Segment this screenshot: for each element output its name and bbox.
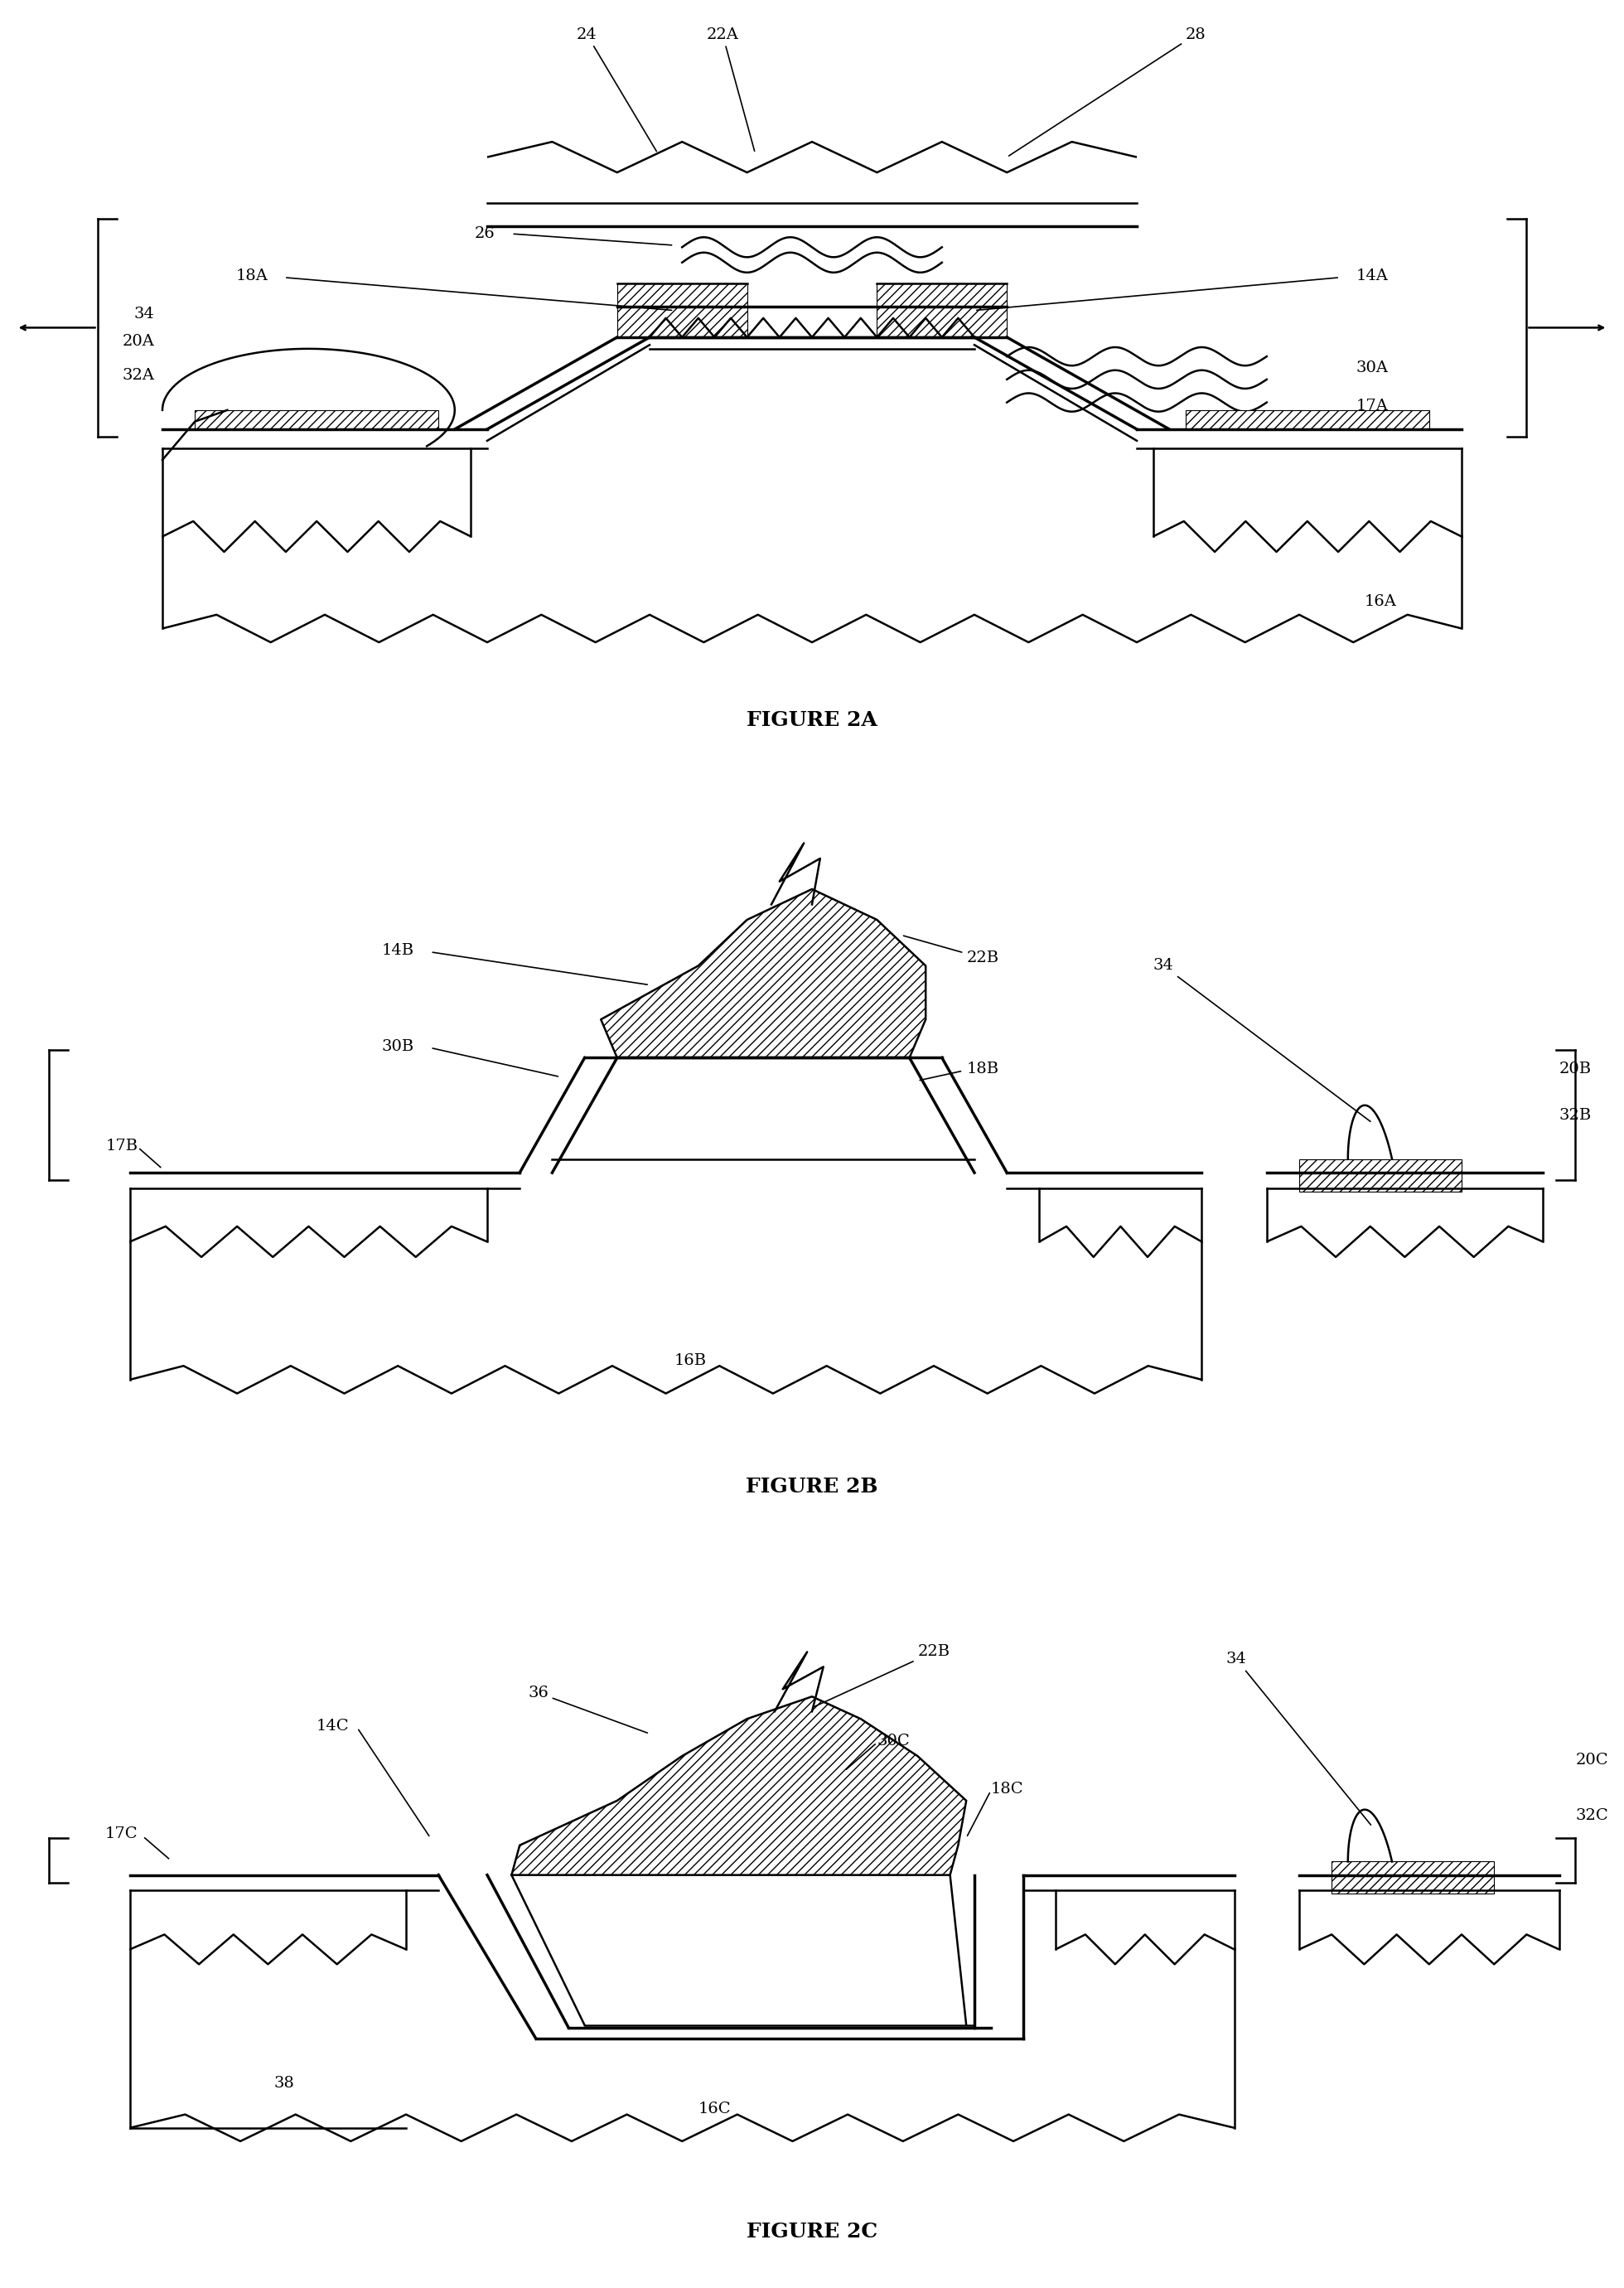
Text: 17C: 17C xyxy=(106,1826,138,1842)
Polygon shape xyxy=(1186,410,1429,430)
Text: 28: 28 xyxy=(1009,27,1207,156)
Text: FIGURE 2C: FIGURE 2C xyxy=(747,2222,877,2242)
Text: 34: 34 xyxy=(133,307,154,323)
Polygon shape xyxy=(195,410,438,430)
Text: 24: 24 xyxy=(577,27,656,151)
Text: 14A: 14A xyxy=(1356,268,1389,284)
Polygon shape xyxy=(512,1698,966,1876)
Text: 34: 34 xyxy=(1226,1652,1371,1826)
Text: 16A: 16A xyxy=(1364,595,1397,609)
Text: 16B: 16B xyxy=(674,1352,706,1368)
Text: 30A: 30A xyxy=(1356,362,1389,375)
Polygon shape xyxy=(617,284,747,336)
Text: 32B: 32B xyxy=(1559,1107,1592,1123)
Text: 36: 36 xyxy=(528,1686,648,1732)
Text: 17B: 17B xyxy=(106,1139,138,1153)
Text: 34: 34 xyxy=(1153,959,1371,1121)
Text: 30B: 30B xyxy=(382,1039,414,1055)
Polygon shape xyxy=(1299,1160,1462,1192)
Text: 16C: 16C xyxy=(698,2103,731,2116)
Text: 18C: 18C xyxy=(991,1782,1023,1796)
Text: 22B: 22B xyxy=(903,936,999,966)
Text: 20A: 20A xyxy=(122,334,154,348)
Text: 30C: 30C xyxy=(877,1734,909,1748)
Text: 18A: 18A xyxy=(235,268,268,284)
Text: 26: 26 xyxy=(474,227,495,240)
Text: FIGURE 2A: FIGURE 2A xyxy=(747,712,877,730)
Polygon shape xyxy=(1332,1862,1494,1894)
Text: 20B: 20B xyxy=(1559,1062,1592,1078)
Text: 20C: 20C xyxy=(1575,1753,1608,1766)
Text: FIGURE 2B: FIGURE 2B xyxy=(745,1478,879,1496)
Text: 22B: 22B xyxy=(814,1645,950,1707)
Text: 22A: 22A xyxy=(706,27,755,151)
Polygon shape xyxy=(601,890,926,1057)
Text: 17A: 17A xyxy=(1356,398,1389,414)
Text: 32C: 32C xyxy=(1575,1808,1608,1824)
Text: 14B: 14B xyxy=(382,943,414,959)
Text: 32A: 32A xyxy=(122,368,154,382)
Text: 38: 38 xyxy=(274,2075,294,2091)
Polygon shape xyxy=(877,284,1007,336)
Text: 18B: 18B xyxy=(966,1062,999,1078)
Text: 14C: 14C xyxy=(317,1718,349,1734)
